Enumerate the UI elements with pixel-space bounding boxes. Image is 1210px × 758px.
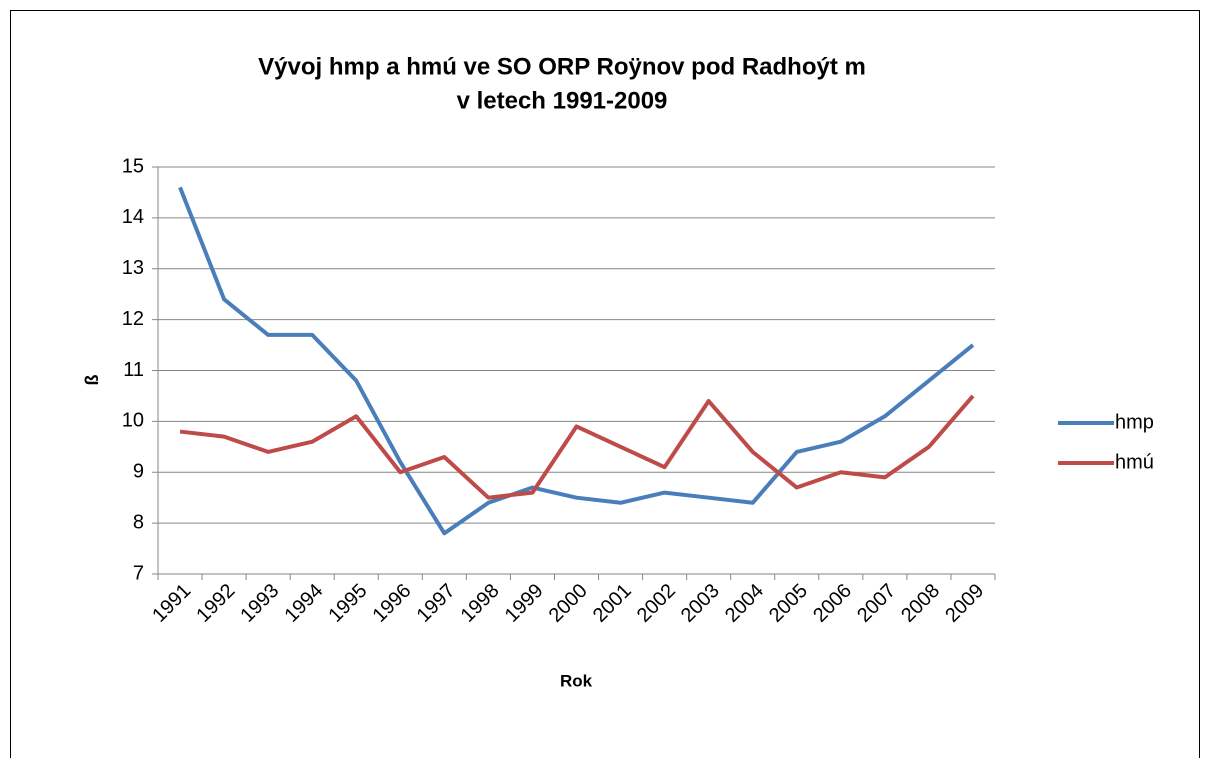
chart-title: v letech 1991-2009 [457, 87, 668, 114]
y-tick-label: 7 [133, 562, 144, 584]
y-tick-label: 9 [133, 461, 144, 483]
y-tick-label: 14 [122, 206, 144, 228]
y-tick-label: 13 [122, 257, 144, 279]
y-tick-label: 15 [122, 155, 144, 177]
y-axis-label: ß [82, 375, 102, 386]
chart-frame [10, 10, 1200, 758]
y-tick-label: 10 [122, 410, 144, 432]
y-tick-label: 11 [123, 359, 144, 381]
chart-title: Vývoj hmp a hmú ve SO ORP Roÿnov pod Rad… [258, 53, 866, 80]
line-series [178, 186, 975, 536]
y-tick-label: 8 [133, 511, 144, 533]
legend-label: hmp [1115, 411, 1154, 433]
x-axis-label: Rok [560, 671, 593, 690]
line-series [179, 394, 975, 500]
legend-label: hmú [1115, 451, 1154, 473]
y-tick-label: 12 [122, 308, 144, 330]
